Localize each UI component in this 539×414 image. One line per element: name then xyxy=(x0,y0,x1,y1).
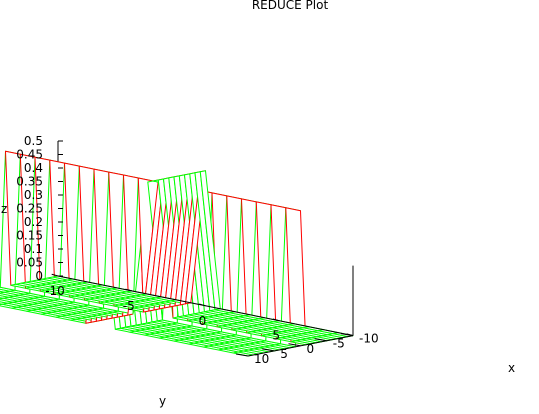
z-tick-label: 0.45 xyxy=(16,148,43,162)
z-tick-label: 0.25 xyxy=(16,202,43,216)
z-tick-label: 0.4 xyxy=(24,161,43,175)
x-axis-label: x xyxy=(508,361,515,375)
y-tick xyxy=(51,273,59,277)
x-tick xyxy=(314,338,327,342)
z-tick-label: 0.5 xyxy=(24,134,43,148)
x-tick xyxy=(288,343,301,347)
y-tick-label: -5 xyxy=(123,299,135,313)
x-tick-label: -10 xyxy=(359,332,379,346)
x-tick xyxy=(262,348,275,352)
z-axis: 00.050.10.150.20.250.30.350.40.450.5 xyxy=(16,134,63,283)
z-tick-label: 0.1 xyxy=(24,242,43,256)
z-tick-label: 0.3 xyxy=(24,188,43,202)
x-tick-label: -5 xyxy=(333,337,345,351)
x-tick-label: 10 xyxy=(254,352,269,366)
y-axis: -10 -5 0 5 xyxy=(45,273,354,343)
x-tick-label: 0 xyxy=(307,342,315,356)
z-tick-label: 0 xyxy=(35,269,43,283)
z-axis-label: z xyxy=(1,202,7,216)
y-axis-label: y xyxy=(159,394,166,408)
z-tick-label: 0.15 xyxy=(16,229,43,243)
y-tick-label: -10 xyxy=(45,284,65,298)
y-tick xyxy=(346,333,354,337)
z-tick-label: 0.2 xyxy=(24,215,43,229)
chart-title: REDUCE Plot xyxy=(252,0,329,12)
z-tick-label: 0.35 xyxy=(16,175,43,189)
y-tick xyxy=(272,318,280,322)
z-tick-label: 0.05 xyxy=(16,256,43,270)
y-tick-label: 0 xyxy=(199,314,207,328)
surface-mesh xyxy=(0,150,354,357)
y-tick xyxy=(125,288,132,292)
y-tick-label: 5 xyxy=(272,329,280,343)
x-tick-label: 5 xyxy=(280,347,288,361)
x-tick xyxy=(235,353,249,357)
y-tick xyxy=(199,303,206,307)
